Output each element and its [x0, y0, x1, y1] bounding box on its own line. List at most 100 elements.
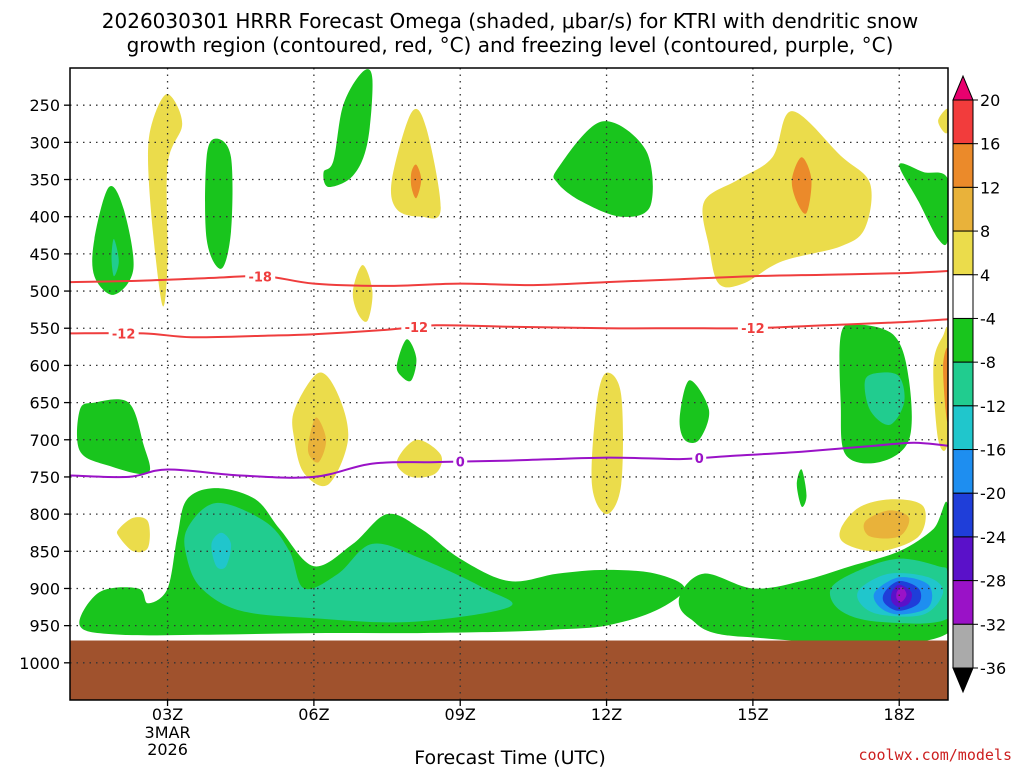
- colorbar-label-11: -28: [980, 572, 1006, 591]
- omega-region-18: [591, 372, 623, 515]
- contour-label-1-2: -12: [741, 322, 765, 337]
- y-tick-label-250: 250: [29, 96, 60, 115]
- colorbar-bin-1: [952, 143, 974, 188]
- colorbar-bin-7: [952, 405, 974, 451]
- colorbar-label-13: -36: [980, 659, 1006, 678]
- colorbar-label-5: -4: [980, 309, 996, 328]
- contour-label-2-1: 0: [695, 452, 704, 467]
- y-tick-label-550: 550: [29, 319, 60, 338]
- omega-region-9: [791, 157, 812, 214]
- colorbar-label-6: -8: [980, 353, 996, 372]
- omega-region-0: [92, 185, 134, 295]
- contour-label-0-0: -18: [248, 270, 272, 285]
- y-tick-label-400: 400: [29, 208, 60, 227]
- colorbar-bin-6: [952, 361, 974, 407]
- omega-region-37: [896, 586, 907, 603]
- colorbar-label-10: -24: [980, 528, 1006, 547]
- ground-fill: [70, 640, 948, 700]
- omega-region-30: [184, 502, 513, 623]
- omega-region-21: [864, 372, 905, 426]
- contour-label-bg-1-1: [401, 320, 432, 335]
- y-tick-label-450: 450: [29, 245, 60, 264]
- omega-region-17: [396, 439, 443, 478]
- colorbar-label-7: -12: [980, 397, 1006, 416]
- colorbar-top-triangle: [952, 74, 974, 101]
- x-tick-label-09Z: 09Z: [445, 705, 476, 724]
- colorbar-label-3: 8: [980, 222, 990, 241]
- colorbar-label-9: -20: [980, 484, 1006, 503]
- contour-label-1-1: -12: [405, 321, 429, 336]
- omega-region-14: [76, 399, 151, 475]
- omega-region-25: [116, 517, 150, 553]
- colorbar-label-0: 20: [980, 91, 1000, 110]
- y-tick-label-800: 800: [29, 505, 60, 524]
- y-tick-label-750: 750: [29, 468, 60, 487]
- colorbar-bin-9: [952, 492, 974, 538]
- plot-frame: [69, 67, 949, 701]
- chart-title: 2026030301 HRRR Forecast Omega (shaded, …: [102, 9, 918, 57]
- x-tick-label-06Z: 06Z: [298, 705, 329, 724]
- omega-region-13: [396, 339, 417, 382]
- x-tick-label-12Z: 12Z: [591, 705, 622, 724]
- omega-region-8: [702, 111, 872, 288]
- colorbar-bin-12: [952, 623, 974, 669]
- y-tick-label-650: 650: [29, 394, 60, 413]
- x-tick-sub-03Z-0: 3MAR: [145, 723, 191, 742]
- contour-line-0: [70, 270, 948, 287]
- contour-label-2-0: 0: [456, 456, 465, 471]
- omega-region-4: [323, 69, 373, 188]
- x-tick-label-18Z: 18Z: [884, 705, 915, 724]
- omega-region-31: [211, 532, 232, 569]
- colorbar-bin-11: [952, 580, 974, 625]
- x-tick-label-15Z: 15Z: [737, 705, 768, 724]
- omega-region-24: [796, 469, 807, 507]
- colorbar-bin-5: [952, 317, 974, 363]
- colorbar-bin-3: [952, 230, 974, 276]
- x-axis-label: Forecast Time (UTC): [414, 747, 605, 768]
- omega-region-6: [410, 164, 422, 199]
- omega-region-10: [899, 163, 948, 246]
- contour-line-2: [70, 441, 948, 479]
- title-line-2: growth region (contoured, red, °C) and f…: [127, 33, 894, 57]
- omega-region-7: [553, 121, 653, 217]
- x-tick-sub-03Z-1: 2026: [147, 740, 188, 759]
- y-tick-label-350: 350: [29, 171, 60, 190]
- omega-region-1: [111, 238, 119, 277]
- colorbar-label-2: 12: [980, 178, 1000, 197]
- credit-link[interactable]: coolwx.com/models: [858, 746, 1012, 764]
- colorbar-label-4: 4: [980, 266, 990, 285]
- omega-region-23: [943, 347, 948, 422]
- omega-region-11: [938, 108, 948, 134]
- colorbar-label-1: 16: [980, 135, 1000, 154]
- colorbar-bottom-triangle: [952, 667, 974, 694]
- omega-region-12: [352, 265, 373, 322]
- plot-content: -18 -12 -12 -12 0 0: [70, 68, 948, 700]
- omega-region-5: [390, 108, 441, 219]
- colorbar-label-8: -16: [980, 441, 1006, 460]
- grid: [70, 68, 948, 700]
- colorbar-bin-4: [952, 274, 974, 319]
- y-tick-label-1000: 1000: [19, 654, 60, 673]
- contour-label-1-0: -12: [112, 327, 136, 342]
- y-tick-label-900: 900: [29, 579, 60, 598]
- colorbar: 20 16 12 8 4 -4 -8 -12 -16 -20 -24 -28 -32 -36: [952, 74, 1006, 694]
- colorbar-bin-0: [952, 99, 974, 145]
- omega-region-19: [679, 380, 710, 444]
- x-tick-label-03Z: 03Z: [152, 705, 183, 724]
- y-tick-label-950: 950: [29, 617, 60, 636]
- colorbar-label-12: -32: [980, 615, 1006, 634]
- y-tick-label-300: 300: [29, 133, 60, 152]
- plot-area: -18 -12 -12 -12 0 0: [69, 67, 949, 701]
- contour-label-bg-2-1: [692, 450, 707, 465]
- contour-label-bg-1-2: [737, 321, 768, 336]
- y-tick-label-700: 700: [29, 431, 60, 450]
- contour-label-bg-1-0: [108, 326, 139, 341]
- title-line-1: 2026030301 HRRR Forecast Omega (shaded, …: [102, 9, 918, 33]
- colorbar-bin-2: [952, 186, 974, 232]
- contour-label-bg-2-0: [453, 454, 468, 469]
- y-tick-label-500: 500: [29, 282, 60, 301]
- omega-region-27: [863, 510, 910, 539]
- y-tick-label-850: 850: [29, 542, 60, 561]
- y-tick-label-600: 600: [29, 356, 60, 375]
